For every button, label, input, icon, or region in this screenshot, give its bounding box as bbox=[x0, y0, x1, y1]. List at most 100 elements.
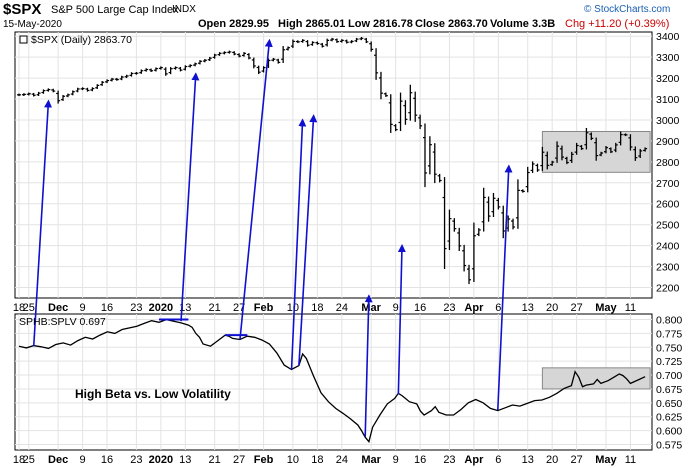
ratio-x-tick-label: 9 bbox=[393, 454, 399, 466]
ratio-x-tick-label: 13 bbox=[522, 454, 534, 466]
ratio-y-tick-label: 0.700 bbox=[656, 370, 682, 382]
exchange-label: INDX bbox=[172, 4, 196, 15]
price-y-tick-label: 3000 bbox=[656, 115, 680, 127]
ratio-y-tick-label: 0.625 bbox=[656, 412, 682, 424]
change-value: Chg +11.20 (+0.39%) bbox=[565, 18, 670, 30]
price-x-tick-label: 23 bbox=[130, 302, 142, 314]
price-x-tick-label: 2020 bbox=[149, 302, 173, 314]
ratio-x-tick-label: 18 bbox=[13, 454, 25, 466]
ratio-consolidation-box bbox=[541, 367, 651, 390]
ratio-x-tick-label: 13 bbox=[179, 454, 191, 466]
price-y-tick-label: 2400 bbox=[656, 241, 680, 253]
ratio-y-tick-label: 0.800 bbox=[656, 315, 682, 327]
price-x-tick-label: 13 bbox=[522, 302, 534, 314]
ratio-x-tick-label: 20 bbox=[546, 454, 558, 466]
ratio-series bbox=[18, 318, 646, 444]
ratio-x-tick-label: Feb bbox=[254, 454, 274, 466]
volume-value: Volume 3.3B bbox=[490, 18, 556, 30]
price-y-tick-label: 2800 bbox=[656, 157, 680, 169]
chart-header: $SPX S&P 500 Large Cap Index INDX 15-May… bbox=[0, 0, 700, 32]
ratio-x-tick-label: 9 bbox=[80, 454, 86, 466]
grid-lines bbox=[15, 32, 652, 450]
ratio-x-tick-label: 16 bbox=[101, 454, 113, 466]
ratio-x-tick-label: 21 bbox=[209, 454, 221, 466]
price-x-tick-label: Mar bbox=[361, 302, 381, 314]
price-y-tick-label: 2500 bbox=[656, 220, 680, 232]
ratio-x-tick-label: 24 bbox=[336, 454, 348, 466]
price-x-tick-label: Feb bbox=[254, 302, 274, 314]
price-y-tick-label: 3100 bbox=[656, 94, 680, 106]
price-x-tick-label: 18 bbox=[311, 302, 323, 314]
ratio-x-tick-label: 18 bbox=[311, 454, 323, 466]
price-x-tick-label: 23 bbox=[443, 302, 455, 314]
panel-legends: High Beta vs. Low Volatility $SPX (Daily)… bbox=[19, 34, 231, 401]
ratio-x-tick-label: Mar bbox=[361, 454, 381, 466]
price-legend: $SPX (Daily) 2863.70 bbox=[31, 34, 132, 46]
ratio-x-tick-label: 6 bbox=[495, 454, 501, 466]
ratio-y-tick-label: 0.675 bbox=[656, 384, 682, 396]
open-value: Open 2829.95 bbox=[198, 18, 269, 30]
ratio-x-tick-label: 23 bbox=[130, 454, 142, 466]
price-x-tick-label: Dec bbox=[48, 302, 68, 314]
annotation-arrow bbox=[496, 164, 513, 411]
ratio-x-tick-label: Apr bbox=[464, 454, 484, 466]
ratio-y-tick-label: 0.650 bbox=[656, 398, 682, 410]
price-x-tick-label: 18 bbox=[13, 302, 25, 314]
price-y-tick-label: 2700 bbox=[656, 178, 680, 190]
price-x-tick-label: 27 bbox=[571, 302, 583, 314]
price-y-tick-label: 2600 bbox=[656, 199, 680, 211]
axis-labels: 2200 2300 2400 2500 2600 2700 2800 2900 3000 3100… bbox=[13, 31, 683, 466]
ratio-x-tick-label: 23 bbox=[443, 454, 455, 466]
brand-watermark: © StockCharts.com bbox=[584, 4, 671, 15]
price-x-tick-label: 9 bbox=[393, 302, 399, 314]
annotation-arrow bbox=[397, 244, 406, 395]
ratio-line bbox=[18, 318, 646, 444]
ratio-x-tick-label: 27 bbox=[233, 454, 245, 466]
low-value: Low 2816.78 bbox=[348, 18, 413, 30]
ratio-y-tick-label: 0.575 bbox=[656, 439, 682, 451]
ratio-y-tick-label: 0.750 bbox=[656, 342, 682, 354]
ratio-panel-frame bbox=[14, 313, 653, 451]
ratio-x-tick-label: 27 bbox=[571, 454, 583, 466]
high-value: High 2865.01 bbox=[278, 18, 346, 30]
ratio-x-tick-label: May bbox=[595, 454, 617, 466]
ratio-x-tick-label: 16 bbox=[414, 454, 426, 466]
annotation-arrows bbox=[32, 38, 513, 437]
ratio-x-tick-label: 25 bbox=[23, 454, 35, 466]
price-x-tick-label: 10 bbox=[287, 302, 299, 314]
annotation-arrow bbox=[290, 118, 307, 370]
price-legend-swatch bbox=[19, 35, 28, 44]
price-y-tick-label: 2900 bbox=[656, 136, 680, 148]
price-x-tick-label: 24 bbox=[336, 302, 348, 314]
ratio-legend: SPHB:SPLV 0.697 bbox=[19, 316, 106, 328]
symbol-title: $SPX bbox=[3, 1, 42, 18]
ratio-y-tick-label: 0.600 bbox=[656, 426, 682, 438]
annotation-arrow bbox=[32, 99, 53, 347]
annotation-arrow bbox=[180, 72, 200, 322]
panel-frames bbox=[14, 31, 653, 451]
annotation-arrow bbox=[298, 114, 318, 366]
price-panel-frame bbox=[14, 31, 653, 299]
price-x-tick-label: 16 bbox=[414, 302, 426, 314]
ratio-x-tick-label: 11 bbox=[625, 454, 636, 466]
price-x-tick-label: 25 bbox=[23, 302, 35, 314]
price-x-tick-label: 20 bbox=[546, 302, 558, 314]
index-name: S&P 500 Large Cap Index bbox=[51, 4, 179, 16]
chart-date: 15-May-2020 bbox=[3, 19, 62, 30]
annotation-boxes bbox=[541, 130, 651, 390]
price-x-tick-label: May bbox=[595, 302, 617, 314]
price-y-tick-label: 3400 bbox=[656, 31, 680, 43]
ratio-x-tick-label: 2020 bbox=[149, 454, 173, 466]
annotation-arrow bbox=[364, 294, 373, 437]
ratio-x-tick-label: Dec bbox=[48, 454, 68, 466]
close-value: Close 2863.70 bbox=[415, 18, 488, 30]
price-x-tick-label: Apr bbox=[464, 302, 484, 314]
ratio-y-tick-label: 0.775 bbox=[656, 328, 682, 340]
price-series bbox=[17, 37, 648, 285]
price-y-tick-label: 3200 bbox=[656, 73, 680, 85]
price-x-tick-label: 6 bbox=[495, 302, 501, 314]
price-y-tick-label: 3300 bbox=[656, 52, 680, 64]
price-x-tick-label: 21 bbox=[209, 302, 221, 314]
price-x-tick-label: 11 bbox=[625, 302, 636, 314]
